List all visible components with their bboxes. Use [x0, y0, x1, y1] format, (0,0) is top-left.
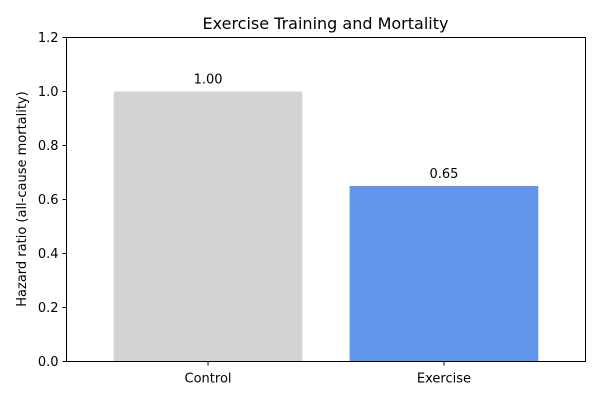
- chart-title: Exercise Training and Mortality: [203, 14, 449, 33]
- data-label: 1.00: [194, 73, 223, 88]
- y-axis-label: Hazard ratio (all-cause mortality): [15, 91, 30, 306]
- bar-control: [113, 91, 303, 362]
- y-tick-label: 0.6: [38, 193, 59, 208]
- y-tick-label: 0.8: [38, 139, 59, 154]
- y-tick-label: 0.0: [38, 355, 59, 370]
- x-tick-label: Exercise: [417, 372, 471, 387]
- y-tick-label: 1.2: [38, 31, 59, 46]
- y-tick-label: 0.2: [38, 301, 59, 316]
- bar-exercise: [349, 186, 539, 362]
- x-tick-label: Control: [185, 372, 232, 387]
- data-label: 0.65: [429, 167, 458, 182]
- y-tick-label: 1.0: [38, 85, 59, 100]
- y-tick-label: 0.4: [38, 247, 59, 262]
- plot-frame: [66, 37, 586, 362]
